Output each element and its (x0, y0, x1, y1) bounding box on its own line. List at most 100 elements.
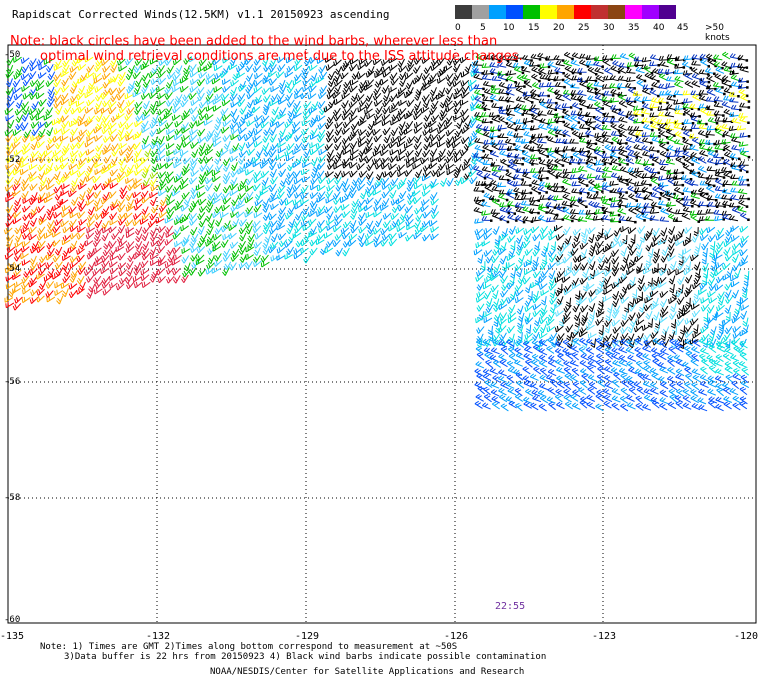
wind-barb (204, 183, 213, 192)
wind-barb (555, 388, 564, 397)
wind-barb (60, 176, 70, 183)
wind-barb (689, 103, 699, 110)
wind-barb (698, 123, 708, 130)
wind-barb (188, 177, 198, 185)
wind-barb (166, 247, 174, 257)
wind-barb (697, 187, 708, 195)
wind-barb (594, 208, 605, 215)
wind-barb (414, 148, 423, 157)
wind-barb (135, 246, 143, 256)
quality-flag-dot (547, 78, 551, 81)
wind-barb (648, 168, 659, 174)
wind-barb (603, 100, 612, 108)
wind-barb (69, 274, 77, 283)
quality-flag-dot (530, 59, 533, 62)
wind-barb (108, 191, 117, 199)
wind-barb (101, 114, 110, 123)
wind-barb (665, 128, 675, 136)
wind-barb (244, 196, 254, 204)
wind-barb (423, 65, 432, 74)
wind-barb (732, 248, 741, 256)
wind-barb (482, 69, 493, 75)
wind-barb (101, 183, 110, 191)
wind-barb (149, 273, 158, 283)
quality-flag-dot (682, 162, 685, 166)
wind-barb (335, 183, 344, 192)
wind-barb (51, 239, 61, 247)
wind-barb (141, 241, 150, 251)
wind-barb (480, 111, 491, 117)
lat-label: -58 (4, 493, 21, 503)
wind-barb (229, 86, 237, 96)
wind-barb (252, 254, 261, 264)
wind-barb (628, 366, 637, 375)
wind-barb (562, 89, 573, 96)
wind-barb (452, 80, 462, 87)
wind-barb (372, 150, 382, 157)
wind-barb (546, 82, 556, 88)
wind-barb (380, 66, 390, 74)
wind-barb (356, 94, 365, 102)
wind-barb (206, 59, 215, 68)
wind-barb (261, 87, 271, 95)
wind-barb (127, 65, 136, 74)
wind-barb (691, 156, 700, 165)
wind-barb (430, 156, 439, 163)
wind-barb (245, 169, 254, 176)
wind-barb (68, 206, 77, 214)
wind-barb (391, 204, 400, 214)
wind-barb (349, 85, 358, 93)
wind-barb (294, 225, 303, 234)
wind-barb (521, 150, 531, 158)
wind-barb (309, 184, 319, 191)
wind-barb (238, 218, 247, 227)
wind-barb (468, 140, 477, 147)
wind-barb (571, 181, 581, 187)
wind-barb (151, 269, 159, 279)
wind-barb (262, 225, 271, 235)
wind-barb (174, 94, 183, 103)
wind-barb (562, 129, 571, 138)
wind-barb (414, 169, 423, 179)
wind-barb (484, 277, 493, 284)
quality-flag-dot (601, 65, 604, 69)
wind-barb (473, 196, 484, 202)
legend-label: 15 (528, 23, 540, 33)
wind-barb (319, 71, 328, 80)
wind-barb (540, 289, 550, 297)
wind-barb (668, 297, 677, 305)
wind-barb (531, 73, 540, 82)
wind-barb (101, 232, 109, 242)
wind-barb (565, 324, 574, 333)
wind-barb (292, 170, 301, 179)
wind-barb (165, 176, 175, 184)
wind-barb (46, 143, 55, 151)
wind-barb (715, 368, 724, 376)
wind-barb (649, 131, 660, 137)
wind-barb (628, 297, 635, 308)
quality-flag-dot (651, 128, 654, 132)
quality-flag-dot (627, 66, 630, 69)
quality-flag-dot (723, 190, 726, 193)
wind-barb (627, 283, 637, 290)
wind-barb (383, 134, 391, 144)
wind-barb (612, 291, 620, 301)
wind-barb (731, 254, 739, 263)
wind-barb (453, 169, 461, 179)
wind-barb (691, 80, 701, 88)
quality-flag-dot (491, 163, 494, 166)
quality-flag-dot (499, 106, 503, 110)
wind-barb (101, 167, 110, 175)
wind-barb (76, 92, 85, 101)
wind-barb (36, 233, 46, 241)
wind-barb (219, 211, 229, 219)
wind-barb (46, 155, 55, 164)
wind-barb (423, 133, 432, 143)
quality-flag-dot (667, 58, 670, 62)
wind-barb (730, 133, 740, 138)
wind-barb (594, 174, 605, 180)
quality-flag-dot (643, 219, 646, 222)
wind-barb (499, 297, 508, 306)
wind-barb (475, 180, 485, 187)
wind-barb (690, 124, 701, 129)
